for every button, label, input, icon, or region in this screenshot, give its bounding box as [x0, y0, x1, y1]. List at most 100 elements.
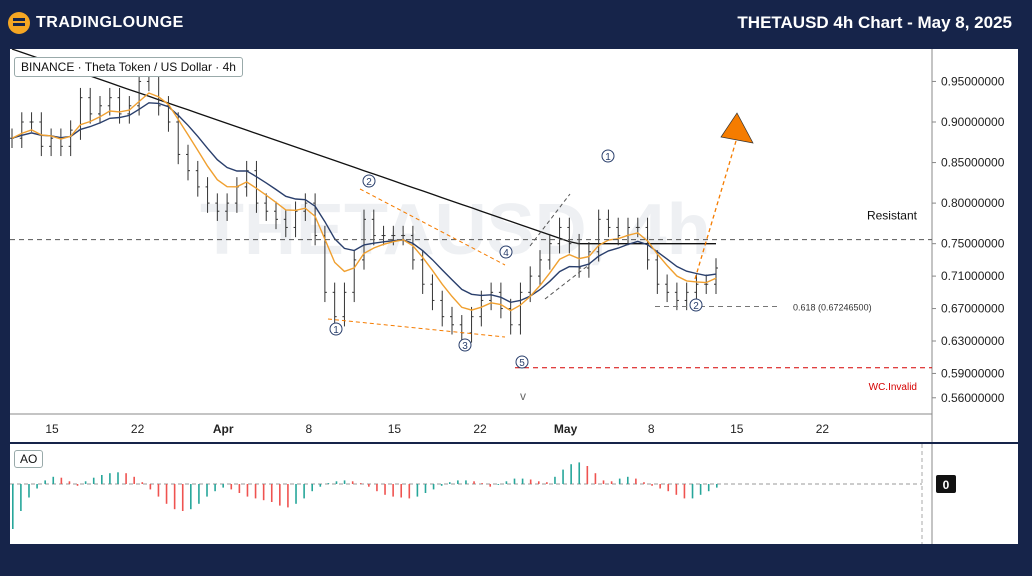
- ao-bar: [20, 484, 22, 511]
- ao-zero-label: 0: [943, 478, 950, 492]
- ao-bar: [319, 484, 322, 487]
- y-tick-label: 0.85000000: [941, 156, 1005, 170]
- ao-bar: [279, 484, 281, 506]
- wave-label: 1: [605, 152, 611, 163]
- ao-bar: [109, 473, 111, 484]
- ao-bar: [610, 481, 613, 484]
- wave-label-circle: [362, 174, 376, 188]
- wave-label-circle: [601, 149, 615, 163]
- ao-bar: [149, 484, 152, 490]
- ao-legend[interactable]: AO: [14, 450, 44, 468]
- ao-bar: [327, 483, 330, 484]
- ao-bar: [691, 484, 694, 499]
- ao-bar: [537, 481, 540, 484]
- ao-bar: [117, 472, 119, 484]
- ao-bar: [521, 478, 524, 484]
- ao-bar: [489, 484, 492, 487]
- channel-line: [544, 263, 591, 300]
- ao-bar: [529, 479, 532, 484]
- ao-bar: [125, 473, 127, 484]
- ao-bar: [448, 482, 451, 484]
- wave-label-circle: [329, 322, 343, 336]
- ao-bar: [626, 476, 629, 484]
- logo-text: TRADINGLOUNGE: [36, 14, 184, 31]
- chart-title: THETAUSD 4h Chart - May 8, 2025: [737, 13, 1012, 32]
- ao-bar: [198, 484, 200, 504]
- projection-arrow-icon: [720, 112, 754, 144]
- ao-bar: [416, 484, 419, 497]
- ao-bar: [36, 484, 38, 489]
- ao-bar: [157, 484, 160, 497]
- ao-bar: [287, 484, 289, 508]
- ao-bar: [60, 477, 63, 484]
- symbol-legend[interactable]: BINANCE · Theta Token / US Dollar · 4h: [14, 57, 243, 77]
- ao-bar: [230, 484, 233, 490]
- ao-bar: [311, 484, 314, 492]
- price-chart[interactable]: THETAUSD, 4h 0.95000000 0.90000000 0.850000…: [10, 49, 1018, 442]
- ao-bar: [400, 484, 403, 498]
- x-tick-label: 8: [305, 422, 312, 436]
- logo-icon: [8, 12, 30, 34]
- ao-bar: [513, 478, 516, 484]
- ao-bar: [141, 482, 144, 484]
- y-tick-label: 0.90000000: [941, 115, 1005, 129]
- wave-label: 2: [366, 177, 372, 188]
- ao-bar: [505, 481, 508, 484]
- ao-panel[interactable]: 0 AO: [10, 444, 1018, 544]
- ao-bar: [578, 462, 581, 484]
- wave-label: 4: [503, 248, 509, 259]
- ao-bar: [594, 473, 597, 484]
- header-bar: TRADINGLOUNGE THETAUSD 4h Chart - May 8,…: [0, 0, 1032, 48]
- ao-bar: [165, 484, 168, 504]
- ao-bar: [465, 480, 467, 484]
- ao-bar: [84, 481, 87, 484]
- wave-label-circle: [499, 245, 513, 259]
- ao-bar: [214, 484, 216, 492]
- ema-fast-line: [11, 92, 717, 312]
- ao-bar: [497, 484, 500, 485]
- y-tick-label: 0.59000000: [941, 366, 1005, 380]
- level-label-fib: 0.618 (0.67246500): [793, 303, 872, 313]
- y-tick-label: 0.71000000: [941, 269, 1005, 283]
- ao-bar: [343, 480, 346, 484]
- wave-label: 5: [519, 358, 525, 369]
- ao-bar: [562, 469, 564, 484]
- wave-label: 3: [462, 341, 468, 352]
- price-chart-panel[interactable]: THETAUSD, 4h 0.95000000 0.90000000 0.850000…: [10, 49, 1018, 442]
- ao-bar: [570, 464, 572, 484]
- ao-bar: [675, 484, 678, 495]
- y-tick-label: 0.75000000: [941, 237, 1005, 251]
- ao-bar: [351, 481, 354, 484]
- y-tick-label: 0.95000000: [941, 74, 1005, 88]
- x-tick-label: 15: [730, 422, 744, 436]
- ao-bar: [76, 484, 79, 486]
- ao-bar: [44, 480, 46, 484]
- ao-bar: [546, 482, 548, 484]
- ao-bar: [643, 482, 645, 484]
- ao-bar: [432, 484, 435, 490]
- channel-line: [359, 188, 506, 266]
- y-tick-label: 0.63000000: [941, 334, 1005, 348]
- ao-bar: [699, 484, 702, 495]
- ao-bar: [92, 477, 95, 484]
- wave-label-circle: [515, 355, 529, 369]
- ao-bar: [440, 484, 443, 486]
- ao-bar: [190, 484, 192, 510]
- ao-bar: [206, 484, 208, 497]
- y-tick-label: 0.80000000: [941, 196, 1005, 210]
- ao-bar: [173, 484, 176, 510]
- ao-bar: [270, 484, 273, 502]
- ao-bar: [651, 484, 653, 486]
- ao-bar: [602, 480, 605, 484]
- ao-bar: [384, 484, 386, 495]
- ao-bar: [392, 484, 394, 497]
- wave-label: 2: [693, 301, 699, 312]
- ao-bar: [262, 484, 265, 501]
- ao-bar: [618, 478, 621, 484]
- ao-bar: [254, 484, 257, 499]
- ao-chart[interactable]: 0: [10, 444, 1018, 544]
- ao-bar: [12, 484, 14, 529]
- ao-bar: [683, 484, 686, 499]
- y-tick-label: 0.67000000: [941, 302, 1005, 316]
- ao-bar: [667, 484, 670, 492]
